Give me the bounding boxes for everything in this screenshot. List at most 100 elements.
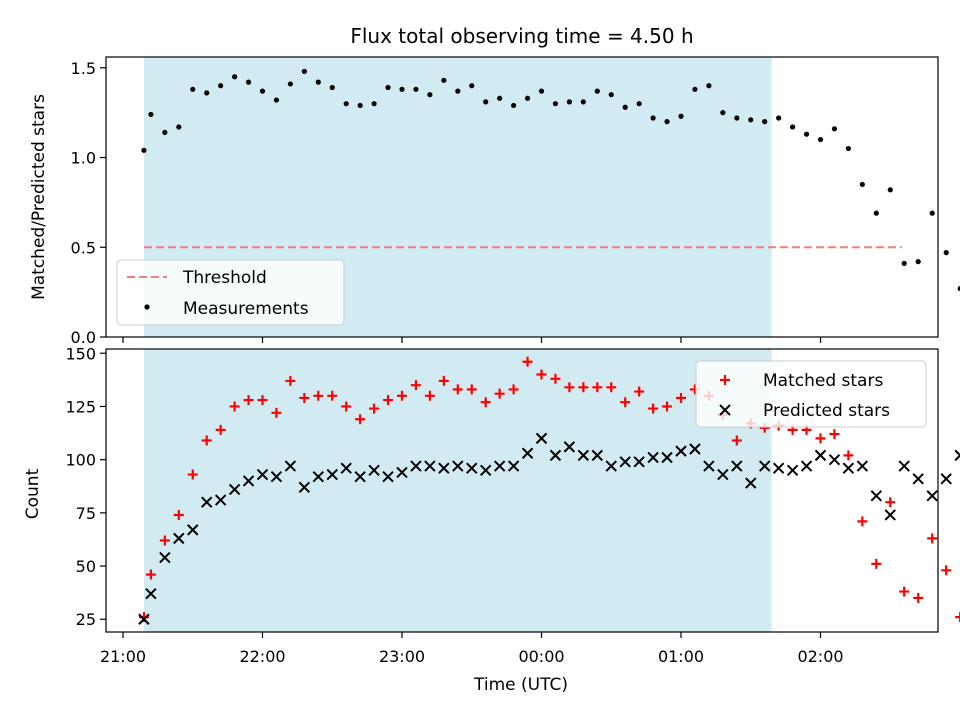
data-point xyxy=(661,451,673,464)
y-tick-label: 0.5 xyxy=(71,238,96,257)
data-point xyxy=(748,117,754,123)
data-point xyxy=(313,390,324,401)
data-point xyxy=(647,451,659,464)
x-tick-label: 23:00 xyxy=(379,647,425,666)
data-point xyxy=(803,131,810,137)
data-point xyxy=(508,384,519,395)
data-point xyxy=(355,414,366,425)
data-point xyxy=(884,509,896,521)
data-point xyxy=(591,449,604,462)
data-point xyxy=(301,68,307,74)
data-point xyxy=(271,407,282,418)
data-point xyxy=(535,432,548,445)
data-point xyxy=(776,115,782,121)
data-point xyxy=(455,88,461,94)
data-point xyxy=(758,460,771,472)
data-point xyxy=(173,532,185,545)
data-point xyxy=(620,397,631,408)
data-point xyxy=(173,509,184,520)
data-point xyxy=(577,449,590,462)
data-point xyxy=(507,460,520,472)
data-point xyxy=(397,390,407,401)
data-point xyxy=(592,382,603,393)
data-point xyxy=(901,260,907,267)
data-point xyxy=(552,101,559,107)
data-point xyxy=(828,453,841,466)
data-point xyxy=(287,81,293,87)
data-point xyxy=(494,388,505,399)
data-point xyxy=(341,401,352,412)
data-point xyxy=(786,464,799,476)
data-point xyxy=(731,460,743,472)
plot-frame xyxy=(105,348,939,633)
data-point xyxy=(563,441,576,453)
series-matched-stars xyxy=(138,356,960,623)
data-point xyxy=(648,403,659,414)
data-point xyxy=(664,119,670,125)
data-point xyxy=(605,460,617,472)
data-point xyxy=(483,99,489,105)
data-point xyxy=(438,462,450,474)
data-point xyxy=(689,443,701,455)
data-point xyxy=(145,569,156,580)
data-point xyxy=(245,79,252,85)
data-point xyxy=(385,84,391,91)
y-tick-label: 0.0 xyxy=(71,328,96,347)
legend-measurements-label: Measurements xyxy=(183,299,309,319)
legend-predicted-swatch xyxy=(719,404,731,416)
data-point xyxy=(480,397,491,408)
data-point xyxy=(859,181,865,188)
legend-threshold-label: Threshold xyxy=(182,268,267,288)
data-point xyxy=(706,83,712,89)
data-point xyxy=(162,129,168,135)
data-point xyxy=(633,456,645,468)
data-point xyxy=(564,382,575,393)
data-point xyxy=(396,466,408,479)
data-point xyxy=(228,483,241,496)
data-point xyxy=(187,469,198,480)
data-point xyxy=(315,79,321,85)
data-point xyxy=(817,136,824,143)
data-point xyxy=(717,468,729,481)
data-point xyxy=(141,147,147,153)
data-point xyxy=(580,99,586,105)
data-point xyxy=(650,115,656,121)
data-point xyxy=(284,460,297,472)
data-point xyxy=(857,516,868,527)
data-point xyxy=(845,145,852,152)
data-point xyxy=(745,477,757,489)
data-point xyxy=(243,395,254,406)
data-point xyxy=(870,490,883,502)
data-point xyxy=(410,380,421,391)
data-point xyxy=(357,102,363,109)
data-point xyxy=(692,86,698,92)
data-point xyxy=(915,259,921,265)
x-tick-label: 00:00 xyxy=(518,647,564,666)
y-tick-label: 150 xyxy=(65,344,96,363)
data-point xyxy=(731,435,742,446)
data-point xyxy=(538,88,545,94)
data-point xyxy=(479,464,492,476)
data-point xyxy=(383,395,394,406)
data-point xyxy=(145,587,157,600)
data-point xyxy=(678,113,684,119)
data-point xyxy=(369,403,380,414)
data-point xyxy=(790,124,796,130)
data-point xyxy=(242,475,255,487)
data-point xyxy=(524,95,531,101)
data-point xyxy=(340,462,352,474)
data-point xyxy=(148,111,154,118)
data-point xyxy=(899,586,910,597)
data-point xyxy=(549,449,562,462)
legend-predicted-label: Predicted stars xyxy=(763,401,890,421)
data-point xyxy=(815,433,826,444)
data-point xyxy=(608,92,614,98)
data-point xyxy=(285,375,296,386)
data-point xyxy=(634,386,645,397)
data-point xyxy=(273,97,280,103)
data-point xyxy=(368,464,380,476)
data-point xyxy=(299,392,310,403)
data-point xyxy=(926,490,938,502)
data-point xyxy=(329,84,335,91)
